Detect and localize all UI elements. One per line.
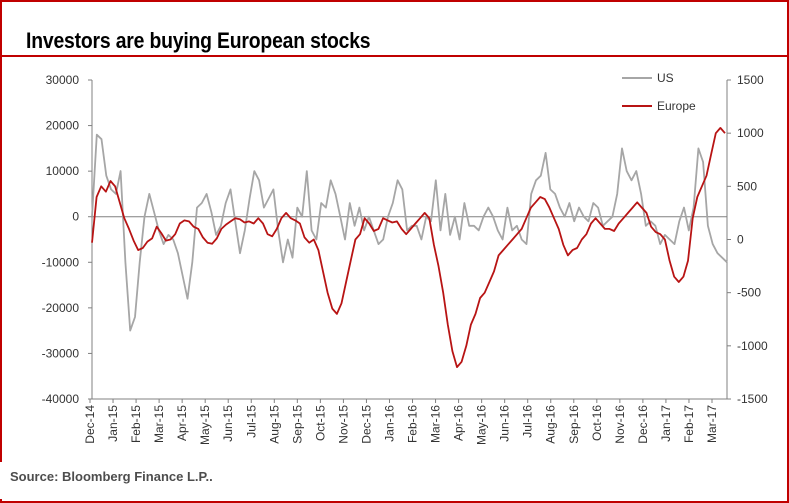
x-tick-label: Sep-15 [290,405,304,444]
x-tick-label: Oct-15 [313,405,327,441]
x-tick-label: Aug-16 [544,405,558,444]
title-divider [2,55,787,57]
x-tick-label: Jul-15 [244,405,258,438]
chart-title: Investors are buying European stocks [26,28,371,53]
x-tick-label: Jan-16 [382,405,396,442]
x-tick-label: Dec-14 [83,405,97,444]
right-tick-label: 0 [737,233,744,247]
left-tick-label: -10000 [42,255,80,269]
left-tick-label: 30000 [46,73,80,87]
right-tick-label: 1000 [737,126,764,140]
x-tick-label: Nov-15 [336,405,350,444]
legend-europe-label: Europe [657,99,696,113]
source-note: Source: Bloomberg Finance L.P.. [10,469,213,484]
x-tick-label: Jan-17 [659,405,673,442]
right-tick-label: 1500 [737,73,764,87]
x-tick-label: Feb-15 [129,405,143,443]
x-tick-label: Apr-15 [175,405,189,441]
left-tick-label: -30000 [42,346,80,360]
x-tick-label: Feb-16 [406,405,420,443]
left-tick-label: 10000 [46,164,80,178]
x-tick-label: Feb-17 [682,405,696,443]
source-panel [0,462,223,499]
x-tick-label: Dec-16 [636,405,650,444]
left-tick-label: -20000 [42,301,80,315]
x-tick-label: Mar-17 [705,405,719,443]
left-tick-label: 20000 [46,119,80,133]
series-layer [91,127,728,368]
left-tick-label: 0 [72,210,79,224]
europe-line [91,127,726,368]
right-tick-label: -500 [737,286,761,300]
x-tick-label: Jul-16 [521,405,535,438]
axis-layer: 3000020000100000-10000-20000-30000-40000… [42,73,768,445]
us-line [91,133,728,332]
x-tick-label: Jun-15 [221,405,235,442]
left-tick-label: -40000 [42,392,80,406]
x-tick-label: May-15 [198,405,212,445]
right-tick-label: -1500 [737,392,768,406]
x-tick-label: Apr-16 [452,405,466,441]
x-tick-label: May-16 [475,405,489,445]
right-tick-label: 500 [737,179,757,193]
x-tick-label: Dec-15 [359,405,373,444]
legend-us-label: US [657,71,674,85]
x-tick-label: Jun-16 [498,405,512,442]
x-tick-label: Oct-16 [590,405,604,441]
x-tick-label: Sep-16 [567,405,581,444]
x-tick-label: Mar-15 [152,405,166,443]
x-tick-label: Nov-16 [613,405,627,444]
x-tick-label: Aug-15 [267,405,281,444]
right-tick-label: -1000 [737,339,768,353]
x-tick-label: Mar-16 [429,405,443,443]
x-tick-label: Jan-15 [106,405,120,442]
legend: US Europe [622,71,696,113]
